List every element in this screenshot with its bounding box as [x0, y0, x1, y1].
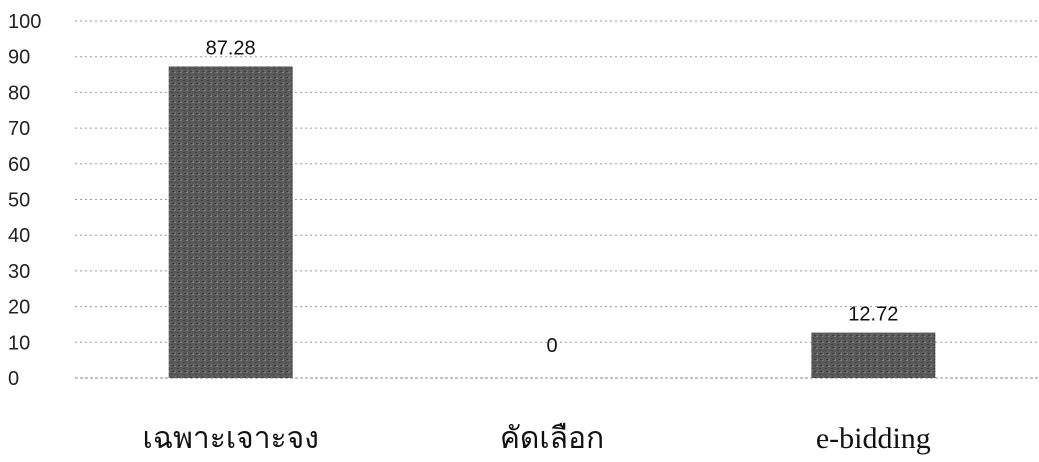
data-labels: 87.28 0 12.72	[206, 37, 899, 357]
y-tick-label: 80	[8, 82, 30, 104]
y-tick-label: 100	[8, 11, 41, 33]
category-label: เฉพาะเจาะจง	[142, 422, 318, 455]
y-tick-label: 20	[8, 297, 30, 319]
bar	[811, 332, 936, 378]
category-label: คัดเลือก	[500, 422, 604, 455]
data-label: 12.72	[848, 304, 898, 326]
category-label: e-bidding	[816, 422, 931, 455]
y-tick-label: 50	[8, 190, 30, 212]
y-axis-ticks: 0 10 20 30 40 50 60 70 80 90 100	[8, 11, 41, 390]
y-tick-label: 90	[8, 47, 30, 69]
bar	[168, 66, 293, 378]
y-tick-label: 40	[8, 225, 30, 247]
y-tick-label: 0	[8, 368, 19, 390]
x-axis-categories: เฉพาะเจาะจง คัดเลือก e-bidding	[142, 422, 930, 455]
y-tick-label: 70	[8, 118, 30, 140]
data-label: 0	[546, 335, 557, 357]
y-tick-label: 10	[8, 332, 30, 354]
bars	[168, 66, 936, 378]
y-tick-label: 30	[8, 261, 30, 283]
data-label: 87.28	[206, 37, 256, 59]
y-tick-label: 60	[8, 154, 30, 176]
